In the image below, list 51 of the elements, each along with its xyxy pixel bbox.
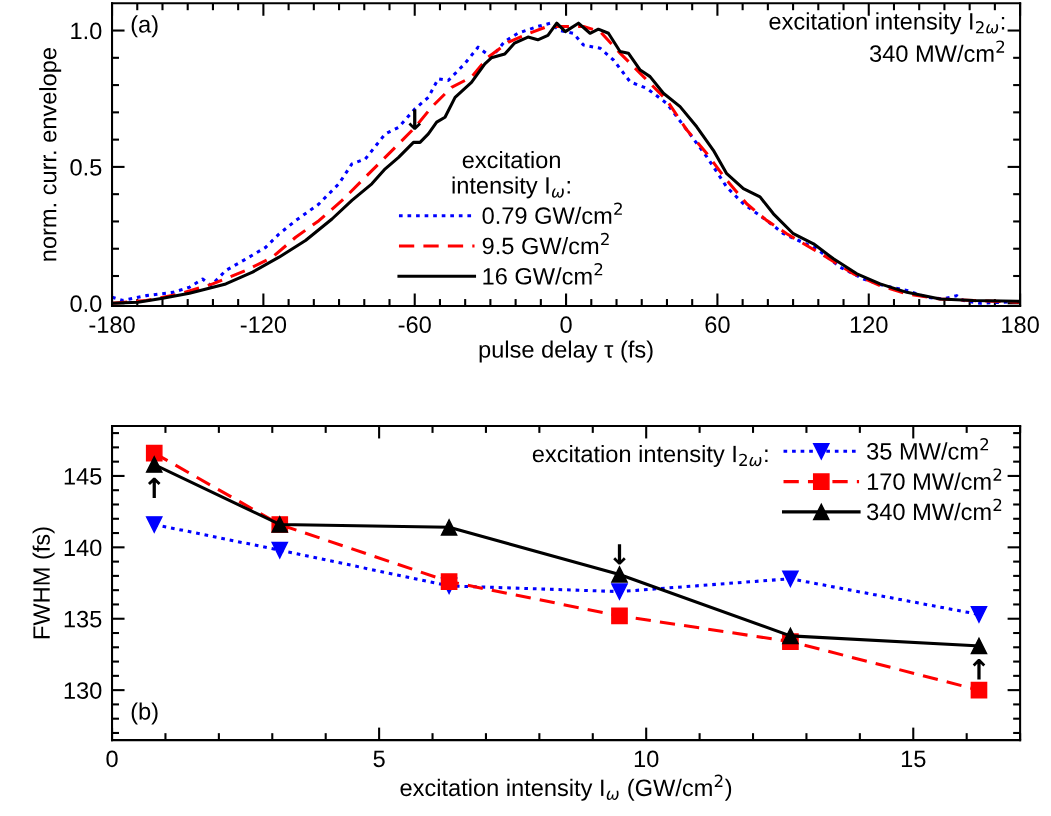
point <box>611 607 628 625</box>
x-tick-label: 15 <box>901 750 926 768</box>
x-tick-label: 0 <box>560 316 572 334</box>
legend-label: 0.79 GW/cm$^{2}$ <box>482 202 622 225</box>
point <box>782 627 799 645</box>
point <box>611 583 628 600</box>
point <box>145 456 163 473</box>
x-tick-label: 5 <box>373 750 385 768</box>
point <box>440 519 458 536</box>
x-tick-label: 10 <box>634 750 659 768</box>
annotation: ↑ <box>147 477 161 499</box>
annotation: (a) <box>131 15 158 38</box>
y-tick-label: 1.0 <box>71 22 102 40</box>
x-tick-label: -180 <box>89 316 135 334</box>
x-tick-label: 180 <box>1002 316 1039 334</box>
point <box>440 573 458 590</box>
legend-label: 9.5 GW/cm$^{2}$ <box>482 232 609 255</box>
point <box>970 637 988 655</box>
annotation: ↓ <box>408 109 422 130</box>
point <box>782 570 799 588</box>
x-tick-label: 120 <box>850 316 888 334</box>
y-tick-label: 130 <box>64 682 102 699</box>
legend-title: excitation intensity I$_{ω}$: <box>452 151 570 199</box>
point <box>145 516 163 533</box>
x-tick-label: 60 <box>705 316 730 334</box>
x-axis-title: excitation intensity I$_{ω}$ (GW/cm$^{2}$) <box>400 774 732 801</box>
y-axis-title: FWHM (fs) <box>32 527 55 639</box>
point <box>970 606 988 623</box>
y-tick-label: 0.0 <box>70 295 102 313</box>
y-tick-label: 145 <box>64 468 102 485</box>
legend-title: excitation intensity I$_{2ω}$: <box>532 444 768 467</box>
x-tick-label: -120 <box>240 316 287 334</box>
point <box>271 541 289 559</box>
y-tick-label: 140 <box>64 539 102 557</box>
y-tick-label: 0.5 <box>70 158 102 176</box>
legend-label: 170 MW/cm$^{2}$ <box>867 468 1002 490</box>
y-tick-label: 135 <box>64 610 102 628</box>
annotation: (b) <box>131 702 158 725</box>
annotation: ↑ <box>972 659 986 680</box>
point <box>145 444 163 462</box>
legend-label: 16 GW/cm$^{2}$ <box>483 263 603 285</box>
x-tick-label: -60 <box>398 316 431 334</box>
annotation: ↓ <box>613 544 626 565</box>
legend-label: 340 MW/cm$^{2}$ <box>867 498 1002 521</box>
point <box>611 566 628 583</box>
annotation: excitation intensity I$_{2ω}$: 340 MW/cm$^{2}$ <box>769 12 1005 62</box>
x-axis-title: pulse delay τ (fs) <box>479 340 653 363</box>
x-tick-label: 0 <box>106 750 118 768</box>
y-axis-title: norm. curr. envelope <box>39 48 62 261</box>
legend-label: 35 MW/cm$^{2}$ <box>867 438 989 460</box>
point <box>970 681 988 699</box>
